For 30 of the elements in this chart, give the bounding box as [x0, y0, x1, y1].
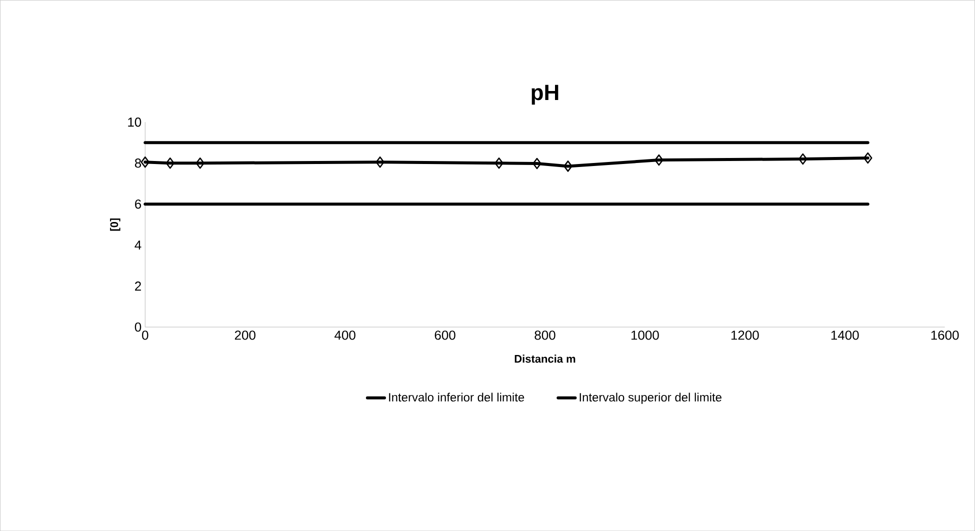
point: [494, 157, 504, 169]
y-axis-title: [0]: [110, 218, 120, 231]
point: [166, 157, 175, 169]
x-tick-label: 600: [434, 330, 456, 340]
point: [532, 158, 542, 170]
point: [564, 160, 572, 172]
y-tick-label: 8: [134, 158, 142, 168]
x-tick-label: 1600: [931, 330, 959, 340]
point: [798, 153, 808, 165]
point: [654, 154, 664, 166]
legend-label: Intervalo inferior del limite: [389, 392, 524, 402]
x-tick-label: 1400: [831, 330, 859, 340]
point: [196, 157, 205, 169]
point: [140, 156, 150, 168]
x-tick-label: 0: [142, 330, 148, 340]
y-tick-label: 2: [135, 281, 141, 291]
x-tick-label: 1000: [631, 330, 659, 340]
x-tick-label: 400: [334, 330, 356, 340]
point: [376, 156, 384, 168]
x-axis-title: Distancia m: [514, 354, 576, 363]
x-tick-label: 1200: [731, 330, 759, 340]
point: [863, 152, 872, 164]
chart-title: pH: [532, 84, 558, 105]
x-tick-label: 800: [534, 330, 556, 340]
y-tick-label: 4: [134, 240, 142, 250]
x-tick-label: 200: [234, 330, 256, 340]
y-tick-label: 10: [128, 117, 142, 127]
y-tick-label: 0: [134, 322, 142, 332]
legend-label: Intervalo superior del limite: [580, 392, 722, 404]
y-tick-label: 6: [135, 199, 142, 209]
